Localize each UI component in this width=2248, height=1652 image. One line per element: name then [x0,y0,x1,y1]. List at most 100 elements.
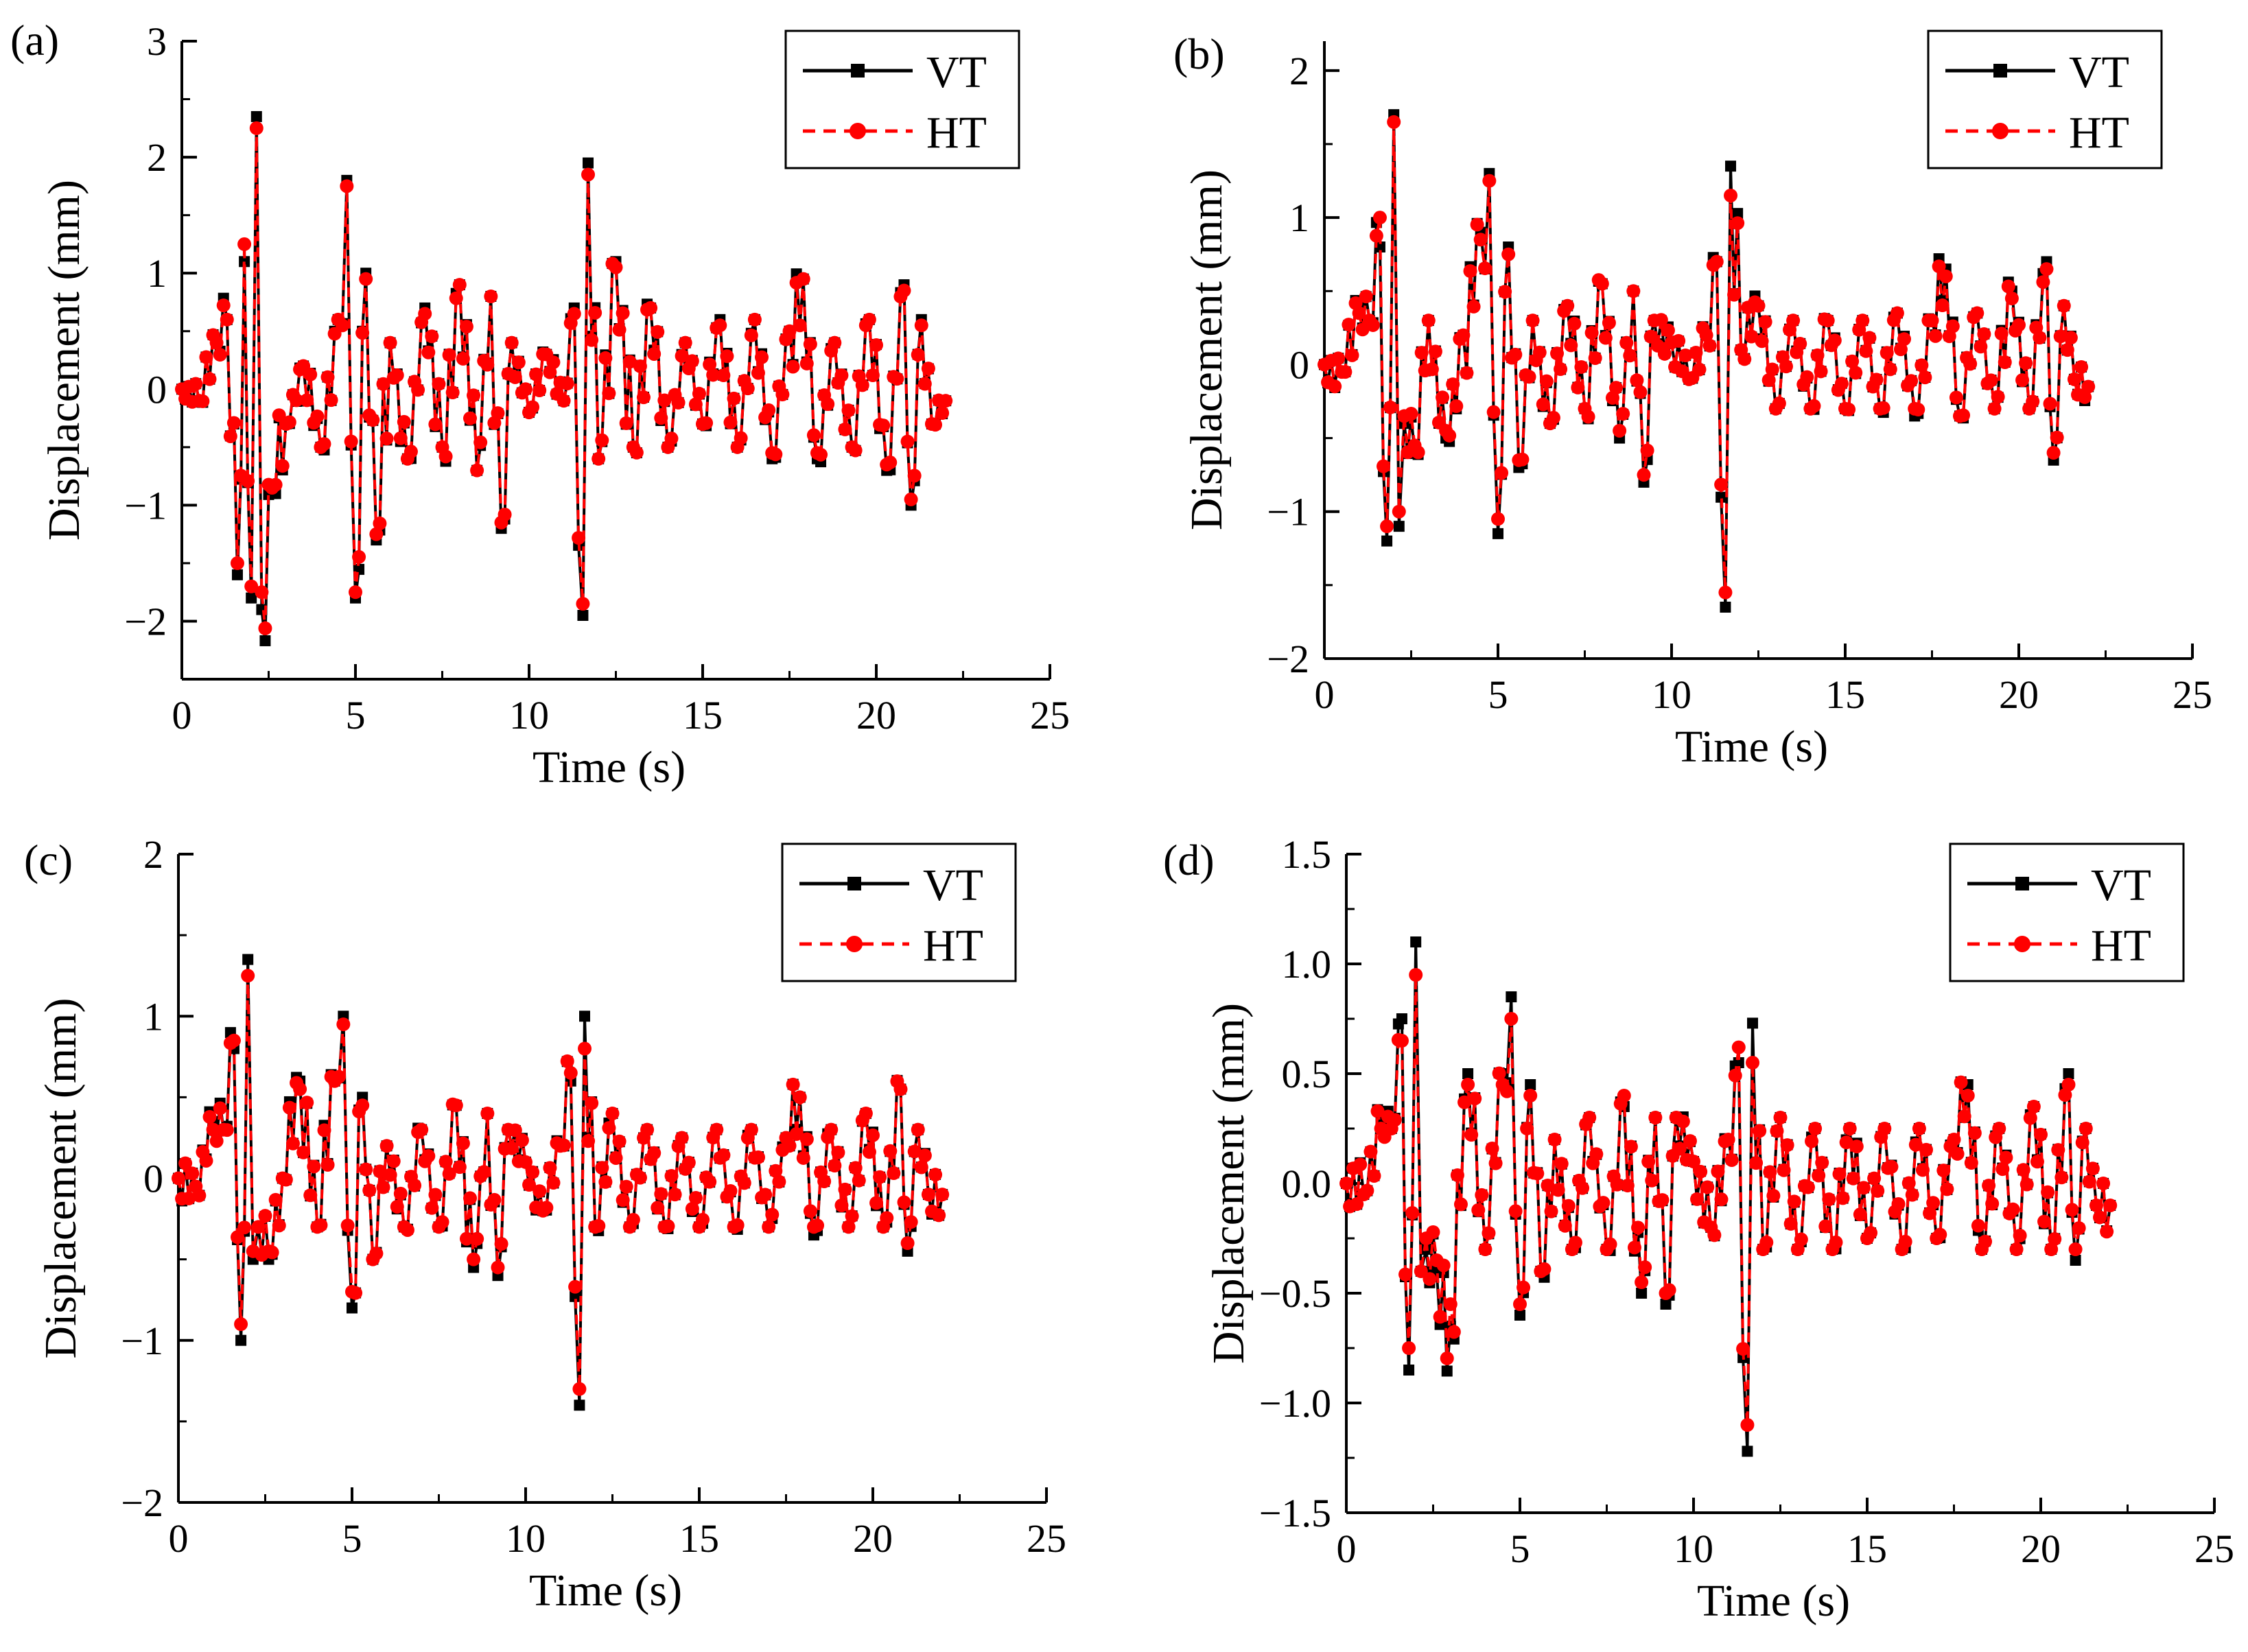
data-point-ht [504,1141,519,1155]
data-point-ht [532,1184,547,1199]
y-tick-label: −2 [124,599,167,644]
data-point-ht [2041,1185,2055,1199]
data-point-ht [344,434,358,449]
data-point-ht [1926,1196,1941,1210]
legend-marker-vt [2015,877,2029,890]
x-tick-label: 5 [346,693,366,738]
data-point-ht [1977,327,1991,342]
data-point-ht [2030,1155,2044,1169]
data-point-ht [1678,349,1693,363]
panel-label: (d) [1163,836,1215,884]
data-point-ht [1369,228,1383,243]
data-point-vt [583,157,594,169]
data-point-ht [231,1230,245,1244]
data-point-ht [904,492,918,506]
data-point-ht [300,1096,314,1110]
data-point-ht [376,377,390,391]
data-point-ht [355,326,370,340]
data-point-ht [1328,379,1342,394]
data-point-ht [373,516,387,530]
data-point-ht [2039,262,2054,276]
data-point-ht [1602,316,1616,330]
data-point-ht [1352,306,1366,320]
data-point-ht [904,1215,918,1229]
data-point-vt [235,1334,247,1346]
data-point-ht [1744,329,1759,344]
data-point-ht [1994,327,2009,341]
x-axis-title: Time (s) [529,1566,682,1616]
data-point-vt [231,569,243,580]
y-axis-title: Displacement (mm) [1182,169,1232,530]
data-point-ht [1470,217,1484,232]
data-point-ht [890,372,904,386]
data-point-ht [459,320,473,334]
data-point-vt [1747,1017,1759,1029]
data-point-ht [907,469,922,483]
data-point-ht [359,272,373,286]
data-point-ht [456,351,470,366]
data-point-ht [2063,331,2078,345]
data-point-ht [769,447,783,462]
data-point-ht [1862,331,1877,345]
data-point-ht [935,406,950,421]
data-point-ht [605,1107,620,1120]
data-point-ht [866,1128,880,1142]
data-point-ht [1595,276,1609,291]
data-point-ht [1522,370,1536,384]
data-point-ht [1964,1155,1978,1170]
data-point-ht [1985,1196,2000,1211]
y-tick-label: −2 [1267,637,1309,681]
legend-label-vt: VT [926,47,987,97]
data-point-ht [932,1208,946,1223]
chart-panel-a: 0 5 10 15 20 25 −2 −1 0 1 2 3 Time (s) Displacement (… [10,16,1070,792]
data-point-ht [688,1191,703,1205]
data-point-ht [939,394,953,408]
data-point-ht [456,1136,470,1150]
data-point-ht [619,416,633,430]
data-point-vt [579,1011,591,1022]
data-point-ht [616,306,630,320]
data-point-ht [438,1155,453,1169]
data-point-vt [1514,1310,1525,1321]
data-point-ht [1456,328,1471,342]
data-point-ht [1915,1163,1930,1177]
data-point-ht [1940,1182,1954,1196]
data-point-ht [296,1145,311,1159]
series-ht [175,121,953,635]
data-point-ht [2001,279,2015,294]
data-point-ht [2085,1161,2100,1176]
data-point-ht [2051,1143,2065,1157]
data-point-vt [1725,161,1737,172]
data-point-ht [716,368,731,383]
data-point-ht [1635,1275,1649,1289]
data-point-ht [1956,408,1971,423]
data-point-ht [1541,1178,1555,1192]
data-point-ht [213,1101,227,1116]
data-point-ht [1537,1262,1552,1276]
data-point-ht [1736,1342,1751,1356]
data-point-ht [307,1159,321,1174]
data-point-ht [1911,402,1925,416]
data-point-ht [1820,314,1835,328]
data-point-vt [242,954,254,965]
data-point-ht [848,1161,863,1175]
data-point-ht [1428,344,1442,359]
data-point-ht [845,1209,859,1223]
data-point-ht [522,1178,537,1192]
data-point-vt [1636,1288,1648,1299]
data-point-ht [268,477,283,492]
data-point-ht [737,1176,751,1190]
data-point-ht [226,416,241,430]
data-point-vt [1381,535,1393,547]
data-point-ht [1539,374,1554,388]
data-point-ht [567,307,581,321]
data-point-ht [369,527,384,541]
data-point-ht [1558,1218,1572,1233]
data-point-ht [1935,298,1950,313]
data-point-ht [880,1211,894,1225]
data-point-ht [654,411,668,425]
data-point-ht [355,1098,370,1113]
data-point-ht [602,1121,616,1135]
data-point-ht [526,1165,540,1179]
data-point-ht [1967,1126,1982,1140]
